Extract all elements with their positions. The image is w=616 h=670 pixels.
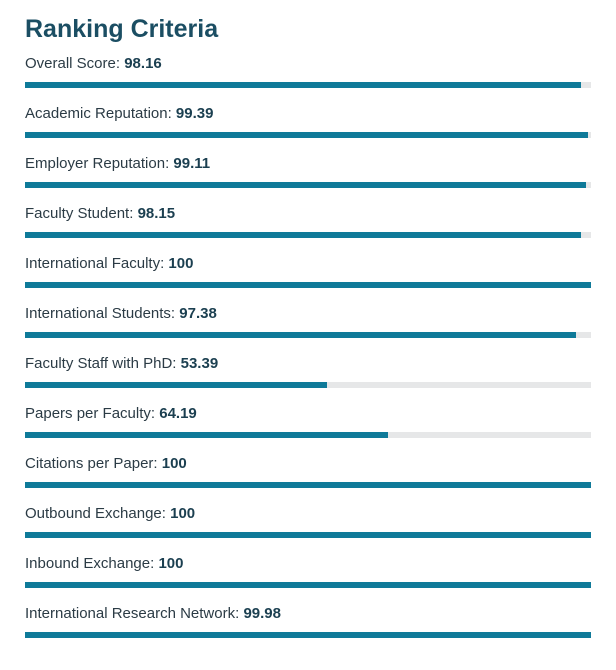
criterion-label: Overall Score: 98.16 [25,55,591,79]
score-bar-fill [25,132,588,138]
criterion-name: Faculty Student: [25,205,134,222]
criterion-value: 98.15 [137,205,176,222]
criterion-value: 100 [158,555,184,572]
score-bar-fill [25,82,581,88]
criterion-name: Citations per Paper: [25,455,158,472]
criterion-label: Papers per Faculty: 64.19 [25,405,591,429]
score-bar-fill [25,532,591,538]
score-bar-fill [25,282,591,288]
criterion-value: 53.39 [180,355,219,372]
criterion-name: Overall Score: [25,55,121,72]
score-bar-fill [25,632,591,638]
criterion-row: Academic Reputation: 99.39 [25,105,591,155]
criterion-name: Inbound Exchange: [25,555,155,572]
score-bar-track [25,582,591,588]
criterion-name: International Research Network: [25,605,240,622]
score-bar-fill [25,382,328,388]
score-bar-track [25,632,591,638]
page-title: Ranking Criteria [25,15,219,43]
criterion-value: 100 [170,505,196,522]
criterion-value: 100 [168,255,194,272]
score-bar-track [25,382,591,388]
criterion-label: Outbound Exchange: 100 [25,505,591,529]
criterion-row: Overall Score: 98.16 [25,55,591,105]
score-bar-fill [25,182,586,188]
criterion-name: International Faculty: [25,255,165,272]
criterion-label: International Faculty: 100 [25,255,591,279]
criterion-name: Employer Reputation: [25,155,170,172]
score-bar-fill [25,232,581,238]
criterion-label: Employer Reputation: 99.11 [25,155,591,179]
score-bar-track [25,532,591,538]
criterion-row: International Research Network: 99.98 [25,605,591,655]
ranking-criteria-panel: Ranking Criteria Overall Score: 98.16 Aca… [25,15,591,655]
score-bar-track [25,82,591,88]
score-bar-fill [25,582,591,588]
criterion-label: Citations per Paper: 100 [25,455,591,479]
criterion-value: 64.19 [159,405,197,422]
criterion-label: Faculty Staff with PhD: 53.39 [25,355,591,379]
criterion-name: Faculty Staff with PhD: [25,355,177,372]
score-bar-fill [25,332,577,338]
criterion-row: International Faculty: 100 [25,255,591,305]
criteria-list: Overall Score: 98.16 Academic Reputation:… [25,55,591,655]
score-bar-track [25,332,591,338]
criterion-row: Faculty Staff with PhD: 53.39 [25,355,591,405]
score-bar-fill [25,482,591,488]
criterion-name: Outbound Exchange: [25,505,166,522]
score-bar-track [25,132,591,138]
criterion-row: International Students: 97.38 [25,305,591,355]
criterion-value: 97.38 [179,305,217,322]
score-bar-track [25,432,591,438]
criterion-row: Inbound Exchange: 100 [25,555,591,605]
criterion-label: International Research Network: 99.98 [25,605,591,629]
criterion-value: 99.98 [243,605,281,622]
criterion-label: Academic Reputation: 99.39 [25,105,591,129]
criterion-name: Papers per Faculty: [25,405,156,422]
criterion-value: 99.11 [173,155,211,172]
criterion-row: Papers per Faculty: 64.19 [25,405,591,455]
criterion-row: Employer Reputation: 99.11 [25,155,591,205]
criterion-row: Outbound Exchange: 100 [25,505,591,555]
score-bar-track [25,182,591,188]
criterion-row: Faculty Student: 98.15 [25,205,591,255]
criterion-name: International Students: [25,305,176,322]
score-bar-track [25,482,591,488]
criterion-value: 98.16 [124,55,162,72]
criterion-label: Inbound Exchange: 100 [25,555,591,579]
criterion-label: Faculty Student: 98.15 [25,205,591,229]
score-bar-track [25,282,591,288]
criterion-value: 99.39 [175,105,214,122]
score-bar-fill [25,432,389,438]
criterion-row: Citations per Paper: 100 [25,455,591,505]
criterion-name: Academic Reputation: [25,105,172,122]
criterion-value: 100 [161,455,187,472]
score-bar-track [25,232,591,238]
criterion-label: International Students: 97.38 [25,305,591,329]
